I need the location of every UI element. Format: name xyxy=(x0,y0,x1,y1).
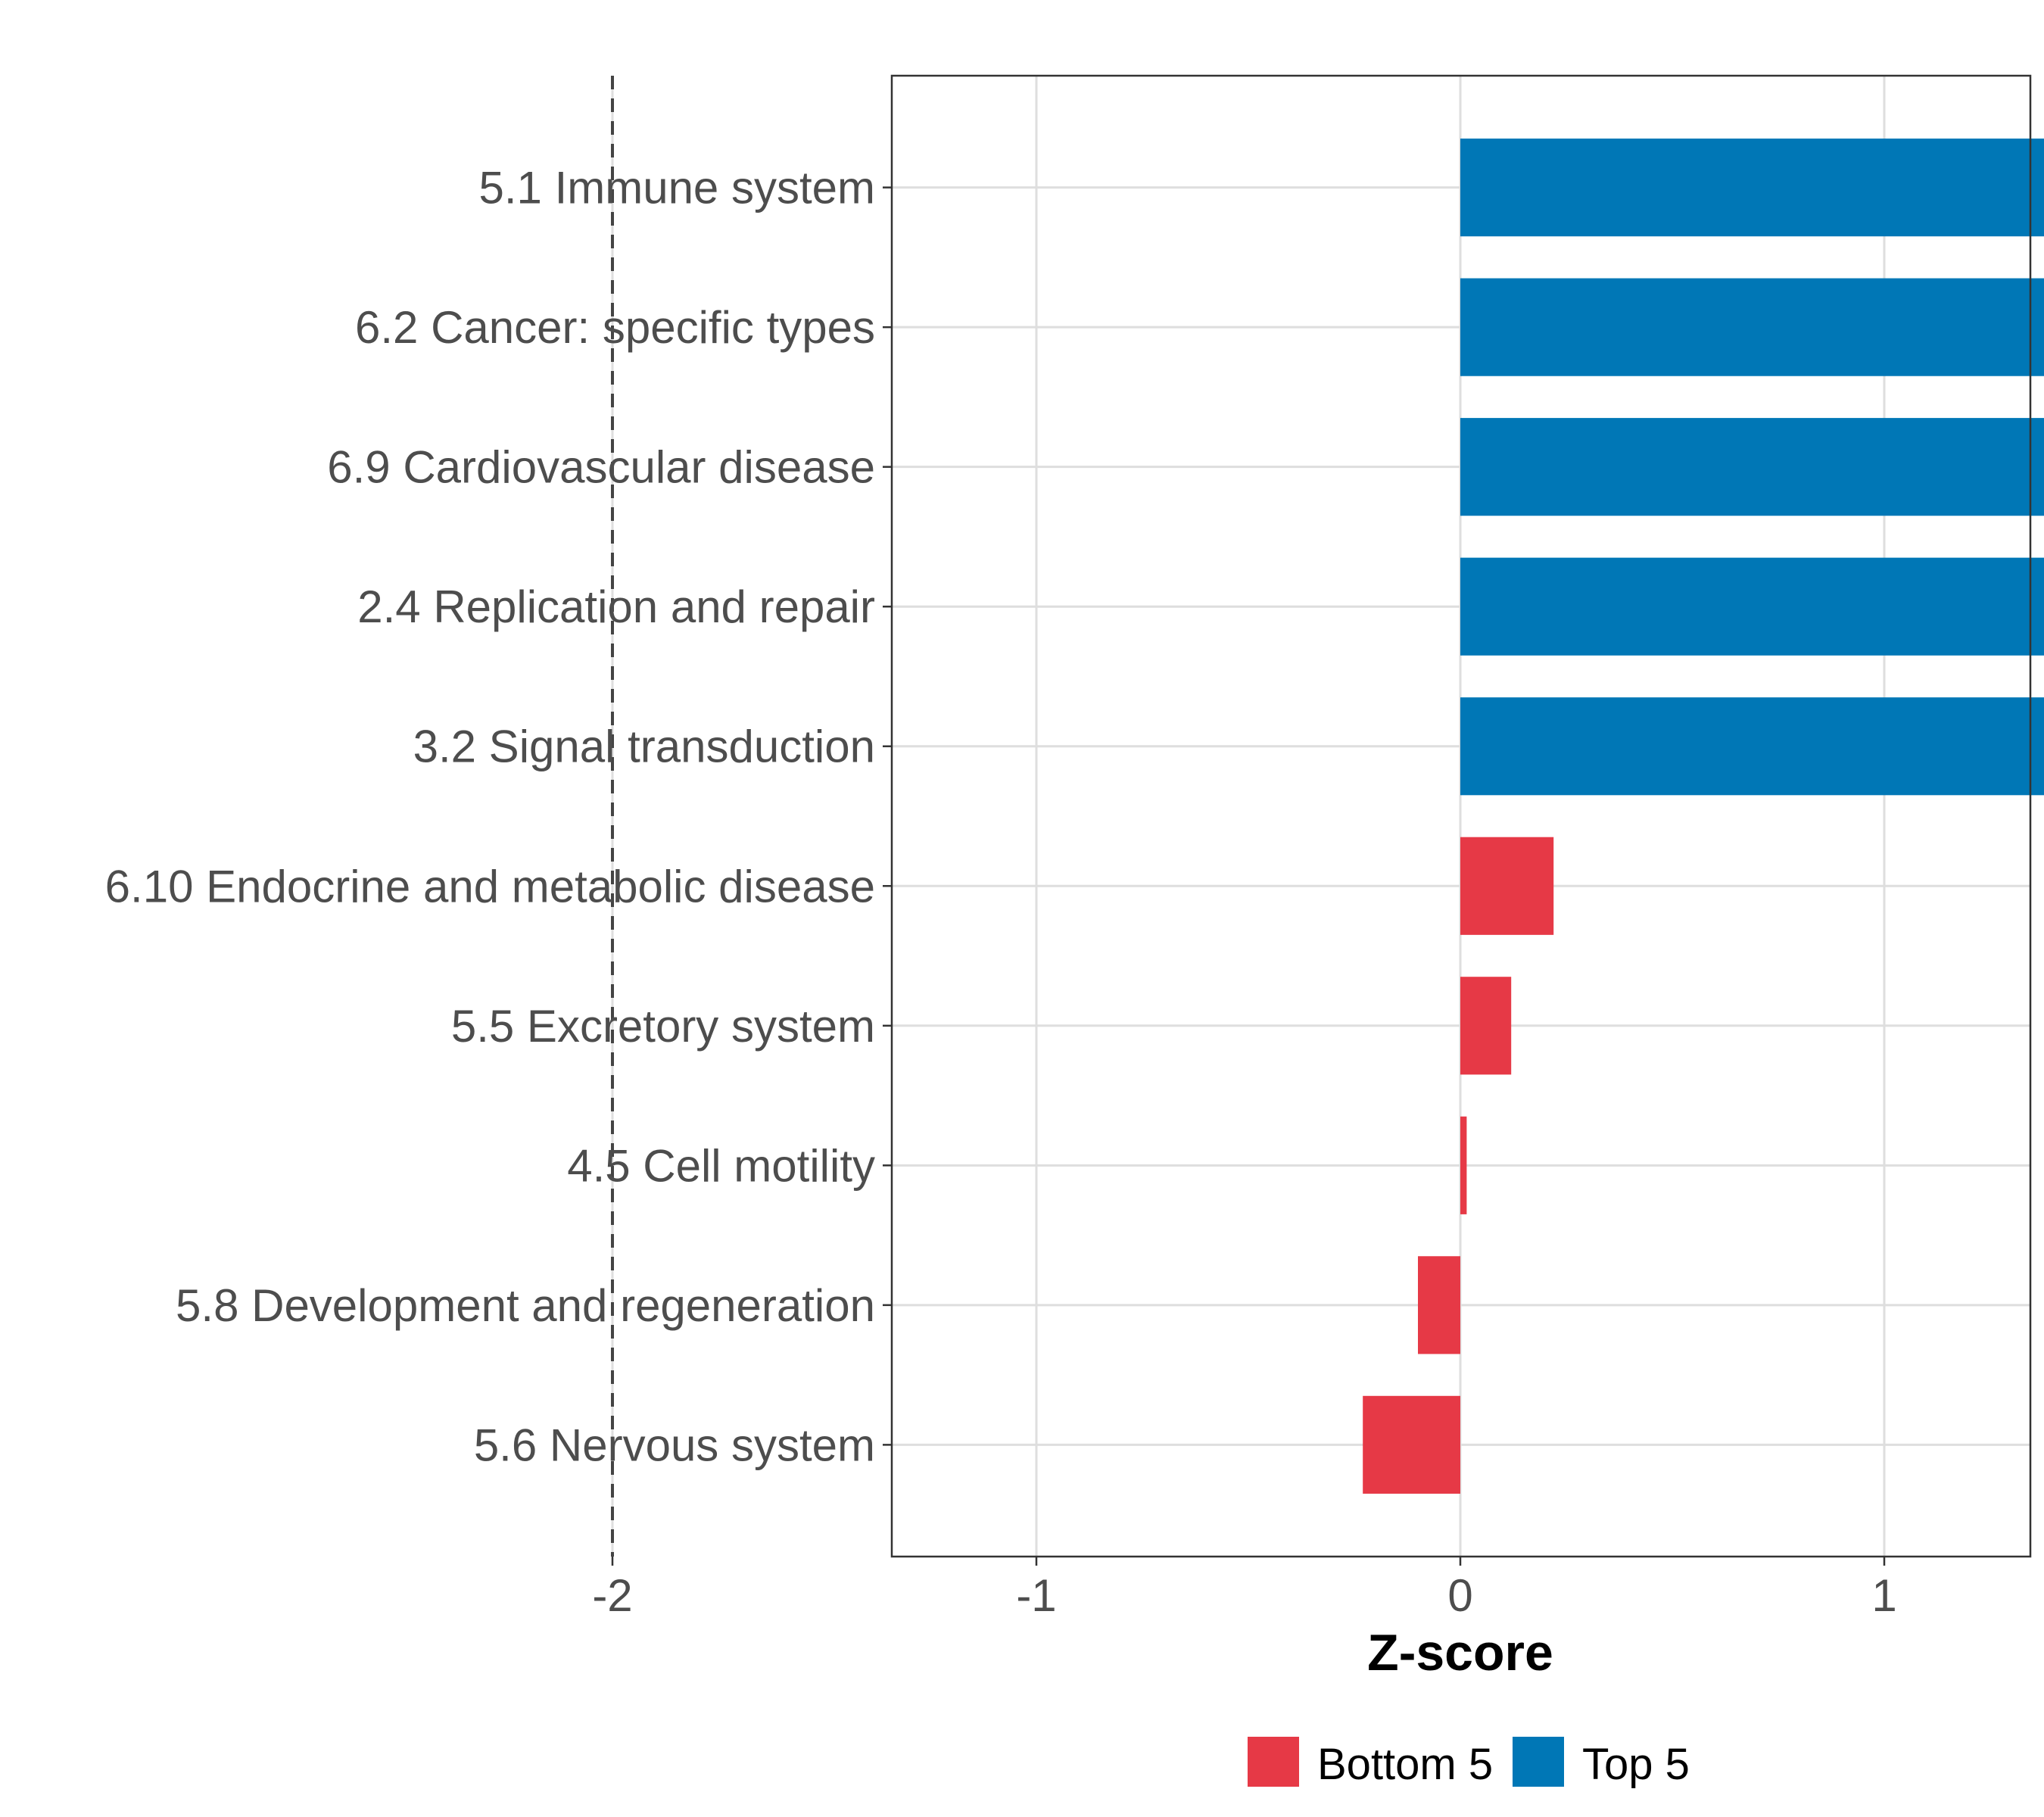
category-label: 6.10 Endocrine and metabolic disease xyxy=(105,861,875,912)
x-axis-ticks: -2-1012 xyxy=(592,1557,1897,1621)
legend-swatch-bottom xyxy=(1248,1737,1299,1787)
x-tick-label: -2 xyxy=(592,1570,632,1621)
bar-bottom-6 xyxy=(1460,837,1554,935)
legend: Bottom 5 Top 5 xyxy=(1248,1737,1690,1789)
x-tick-label: 1 xyxy=(1871,1570,1896,1621)
bar-bottom-7 xyxy=(1460,977,1512,1075)
bar-top-1 xyxy=(1460,139,2044,237)
x-axis-title: Z-score xyxy=(1367,1624,1553,1681)
category-label: 5.6 Nervous system xyxy=(474,1420,875,1470)
bar-top-5 xyxy=(1460,697,2044,796)
category-label: 4.5 Cell motility xyxy=(567,1140,875,1191)
category-label: 6.2 Cancer: specific types xyxy=(355,302,875,353)
bar-top-3 xyxy=(1460,418,2044,516)
category-label: 5.8 Development and regeneration xyxy=(176,1280,875,1331)
bars xyxy=(1363,139,2044,1494)
category-label: 3.2 Signal transduction xyxy=(413,722,875,772)
category-label: 5.5 Excretory system xyxy=(451,1001,875,1052)
legend-swatch-top xyxy=(1513,1737,1564,1787)
reference-lines xyxy=(611,76,614,1557)
x-tick-label: 0 xyxy=(1447,1570,1472,1621)
bar-bottom-10 xyxy=(1363,1395,1460,1494)
category-label: 2.4 Replication and repair xyxy=(357,581,875,632)
bar-bottom-9 xyxy=(1418,1256,1460,1354)
legend-label: Top 5 xyxy=(1582,1740,1690,1789)
bar-bottom-8 xyxy=(1460,1116,1467,1214)
bar-top-2 xyxy=(1460,278,2044,376)
category-label: 5.1 Immune system xyxy=(478,163,875,213)
x-tick-label: -1 xyxy=(1016,1570,1056,1621)
category-label: 6.9 Cardiovascular disease xyxy=(327,442,875,493)
y-axis-ticks: 5.1 Immune system 6.2 Cancer: specific ty… xyxy=(105,163,892,1470)
legend-label: Bottom 5 xyxy=(1317,1740,1493,1789)
bar-top-4 xyxy=(1460,557,2044,656)
